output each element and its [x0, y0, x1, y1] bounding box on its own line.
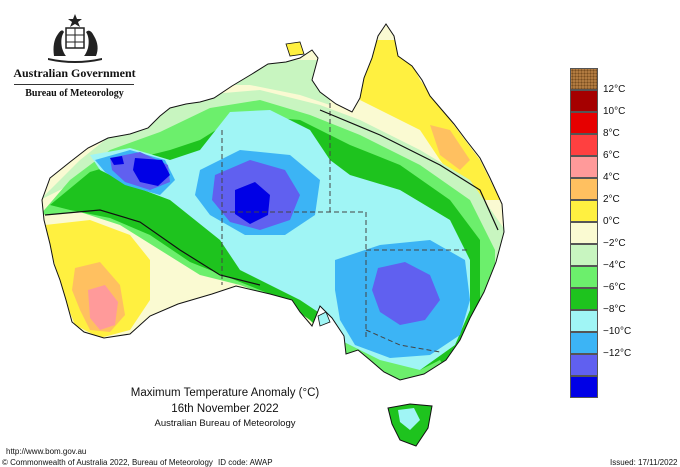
legend-label: −2°C	[603, 238, 626, 249]
legend-label: 12°C	[603, 84, 626, 95]
legend-swatch	[570, 112, 598, 134]
legend-label: 4°C	[603, 172, 620, 183]
legend-swatch	[570, 310, 598, 332]
footer-copyright: © Commonwealth of Australia 2022, Bureau…	[2, 458, 213, 467]
government-title: Australian Government	[13, 66, 136, 80]
footer-id-code: ID code: AWAP	[218, 458, 273, 467]
legend-swatch	[570, 244, 598, 266]
map-title: Maximum Temperature Anomaly (°C)	[130, 387, 320, 399]
map-caption: Maximum Temperature Anomaly (°C) 16th No…	[100, 387, 350, 429]
legend-label: −6°C	[603, 282, 626, 293]
legend-label: 6°C	[603, 150, 620, 161]
legend-label: −8°C	[603, 304, 626, 315]
legend-swatch	[570, 266, 598, 288]
legend-label: 10°C	[603, 106, 626, 117]
legend-swatch-top	[570, 68, 598, 90]
bureau-title: Bureau of Meteorology	[25, 88, 124, 99]
legend-label: −4°C	[603, 260, 626, 271]
legend-swatch	[570, 288, 598, 310]
legend-swatch	[570, 222, 598, 244]
legend-swatch	[570, 90, 598, 112]
legend-swatch	[570, 134, 598, 156]
footer-issued: Issued: 17/11/2022	[610, 458, 678, 467]
legend-label: 8°C	[603, 128, 620, 139]
map-agency: Australian Bureau of Meteorology	[154, 418, 296, 429]
legend-label: 2°C	[603, 194, 620, 205]
legend-label: −10°C	[603, 326, 632, 337]
legend-swatch	[570, 200, 598, 222]
legend-swatch-bottom	[570, 376, 598, 398]
legend-swatch	[570, 178, 598, 200]
header-divider	[14, 84, 134, 85]
legend-label: 0°C	[603, 216, 620, 227]
coat-of-arms-icon	[48, 14, 102, 63]
map-date: 16th November 2022	[171, 403, 279, 415]
legend-swatch	[570, 156, 598, 178]
legend-swatch	[570, 354, 598, 376]
legend-swatch	[570, 332, 598, 354]
footer-url: http://www.bom.gov.au	[6, 447, 87, 456]
legend-label: −12°C	[603, 348, 632, 359]
